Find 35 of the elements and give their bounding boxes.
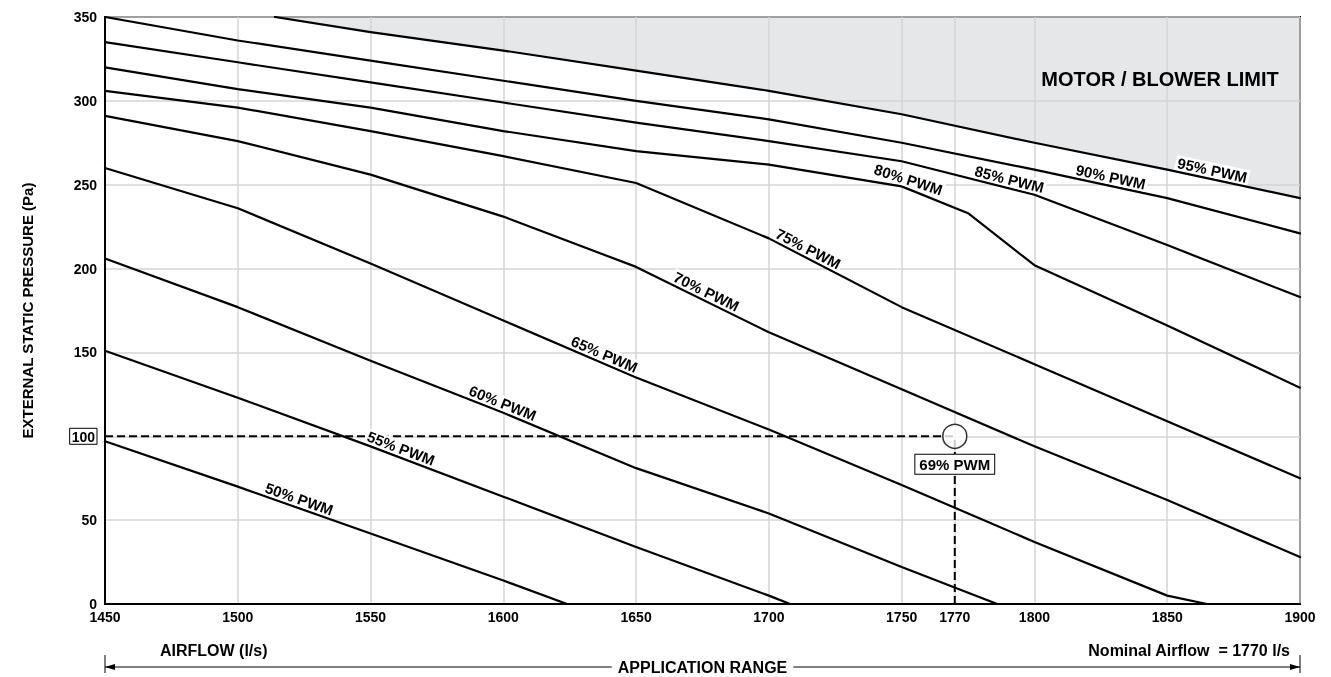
x-tick-label: 1800 — [1018, 609, 1051, 625]
x-tick-label: 1770 — [939, 609, 971, 625]
x-tick-label: 1450 — [89, 609, 121, 625]
text: 90% PWM — [1074, 161, 1148, 193]
y-tick-label: 200 — [73, 260, 98, 277]
x-tick-label: 1600 — [487, 609, 520, 625]
x-tick-label: 1900 — [1284, 609, 1316, 625]
x-tick-label: 1700 — [753, 609, 785, 625]
y-tick-label: 250 — [73, 176, 98, 193]
text: 65% PWM — [568, 332, 641, 376]
annotation: MOTOR / BLOWER LIMIT — [1041, 68, 1279, 90]
text: 75% PWM — [772, 224, 844, 273]
text: 85% PWM — [973, 162, 1046, 197]
y-tick-label: 150 — [73, 344, 98, 361]
text: 55% PWM — [364, 427, 438, 469]
text: Nominal Airflow = 1770 l/s — [1088, 641, 1291, 659]
text: 95% PWM — [1175, 154, 1249, 186]
text: 70% PWM — [670, 268, 742, 315]
x-tick-label: 1500 — [222, 609, 254, 625]
y-tick-label: 350 — [73, 9, 98, 25]
text: APPLICATION RANGE — [617, 658, 788, 676]
x-tick-label: 1850 — [1151, 609, 1183, 625]
y-tick-label: 50 — [81, 512, 98, 529]
x-tick-label: 1650 — [620, 609, 652, 625]
text: 80% PWM — [872, 160, 945, 199]
y-axis-title: EXTERNAL STATIC PRESSURE (Pa) — [19, 182, 36, 439]
x-tick-label: 1750 — [886, 609, 918, 625]
x-axis-title: AIRFLOW (l/s) — [160, 641, 268, 659]
y-tick-label: 300 — [73, 92, 98, 109]
y-tick-label: 100 — [71, 429, 96, 446]
text: 50% PWM — [262, 478, 336, 519]
text: 60% PWM — [466, 381, 539, 424]
annotation: 69% PWM — [919, 455, 991, 473]
x-tick-label: 1550 — [354, 609, 387, 625]
y-tick-label: 0 — [89, 596, 98, 612]
